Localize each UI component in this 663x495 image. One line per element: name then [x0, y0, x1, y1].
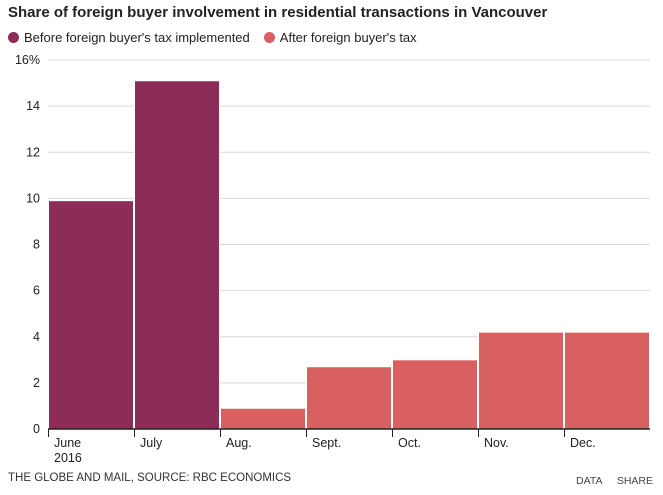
y-tick-label: 4: [33, 330, 40, 344]
x-tick-label: Dec.: [570, 436, 596, 450]
bar-5: [478, 331, 564, 430]
legend-item-after: After foreign buyer's tax: [263, 30, 417, 45]
source-note: THE GLOBE AND MAIL, SOURCE: RBC ECONOMIC…: [8, 472, 292, 484]
y-tick-label: 10: [26, 191, 40, 205]
legend-item-before: Before foreign buyer's tax implemented: [8, 30, 250, 45]
footer-links: DATA SHARE: [564, 475, 653, 487]
bar-3: [306, 366, 392, 430]
bar-1: [134, 80, 220, 430]
bar-2: [220, 407, 306, 430]
data-link[interactable]: DATA: [576, 475, 602, 487]
bar-0: [48, 200, 134, 430]
y-tick-label: 14: [26, 99, 40, 113]
chart-title: Share of foreign buyer involvement in re…: [8, 4, 548, 21]
legend-swatch-before: [8, 32, 19, 43]
y-tick-label: 16%: [15, 53, 40, 67]
legend-label-after: After foreign buyer's tax: [279, 30, 417, 45]
x-tick-label: Nov.: [484, 436, 509, 450]
share-link[interactable]: SHARE: [616, 475, 653, 487]
x-tick-label: July: [140, 436, 163, 450]
y-tick-label: 2: [33, 376, 40, 390]
bar-6: [564, 331, 650, 430]
bar-chart: 0 2 4 6 8 10 12 14 16% June 2016 July Aug. Sept. Oct. N…: [15, 53, 650, 465]
x-tick-label: June 2016: [54, 436, 82, 465]
legend-label-before: Before foreign buyer's tax implemented: [24, 30, 250, 45]
legend-swatch-after: [263, 32, 275, 43]
y-tick-label: 6: [33, 284, 40, 298]
x-tick-label: Aug.: [226, 436, 252, 450]
y-tick-label: 0: [33, 422, 40, 436]
bar-4: [392, 359, 478, 430]
x-tick-label: Oct.: [398, 436, 421, 450]
legend: Before foreign buyer's tax implemented A…: [8, 30, 431, 45]
y-tick-label: 8: [33, 238, 40, 252]
x-tick-label: Sept.: [312, 436, 341, 450]
y-tick-label: 12: [26, 145, 40, 159]
